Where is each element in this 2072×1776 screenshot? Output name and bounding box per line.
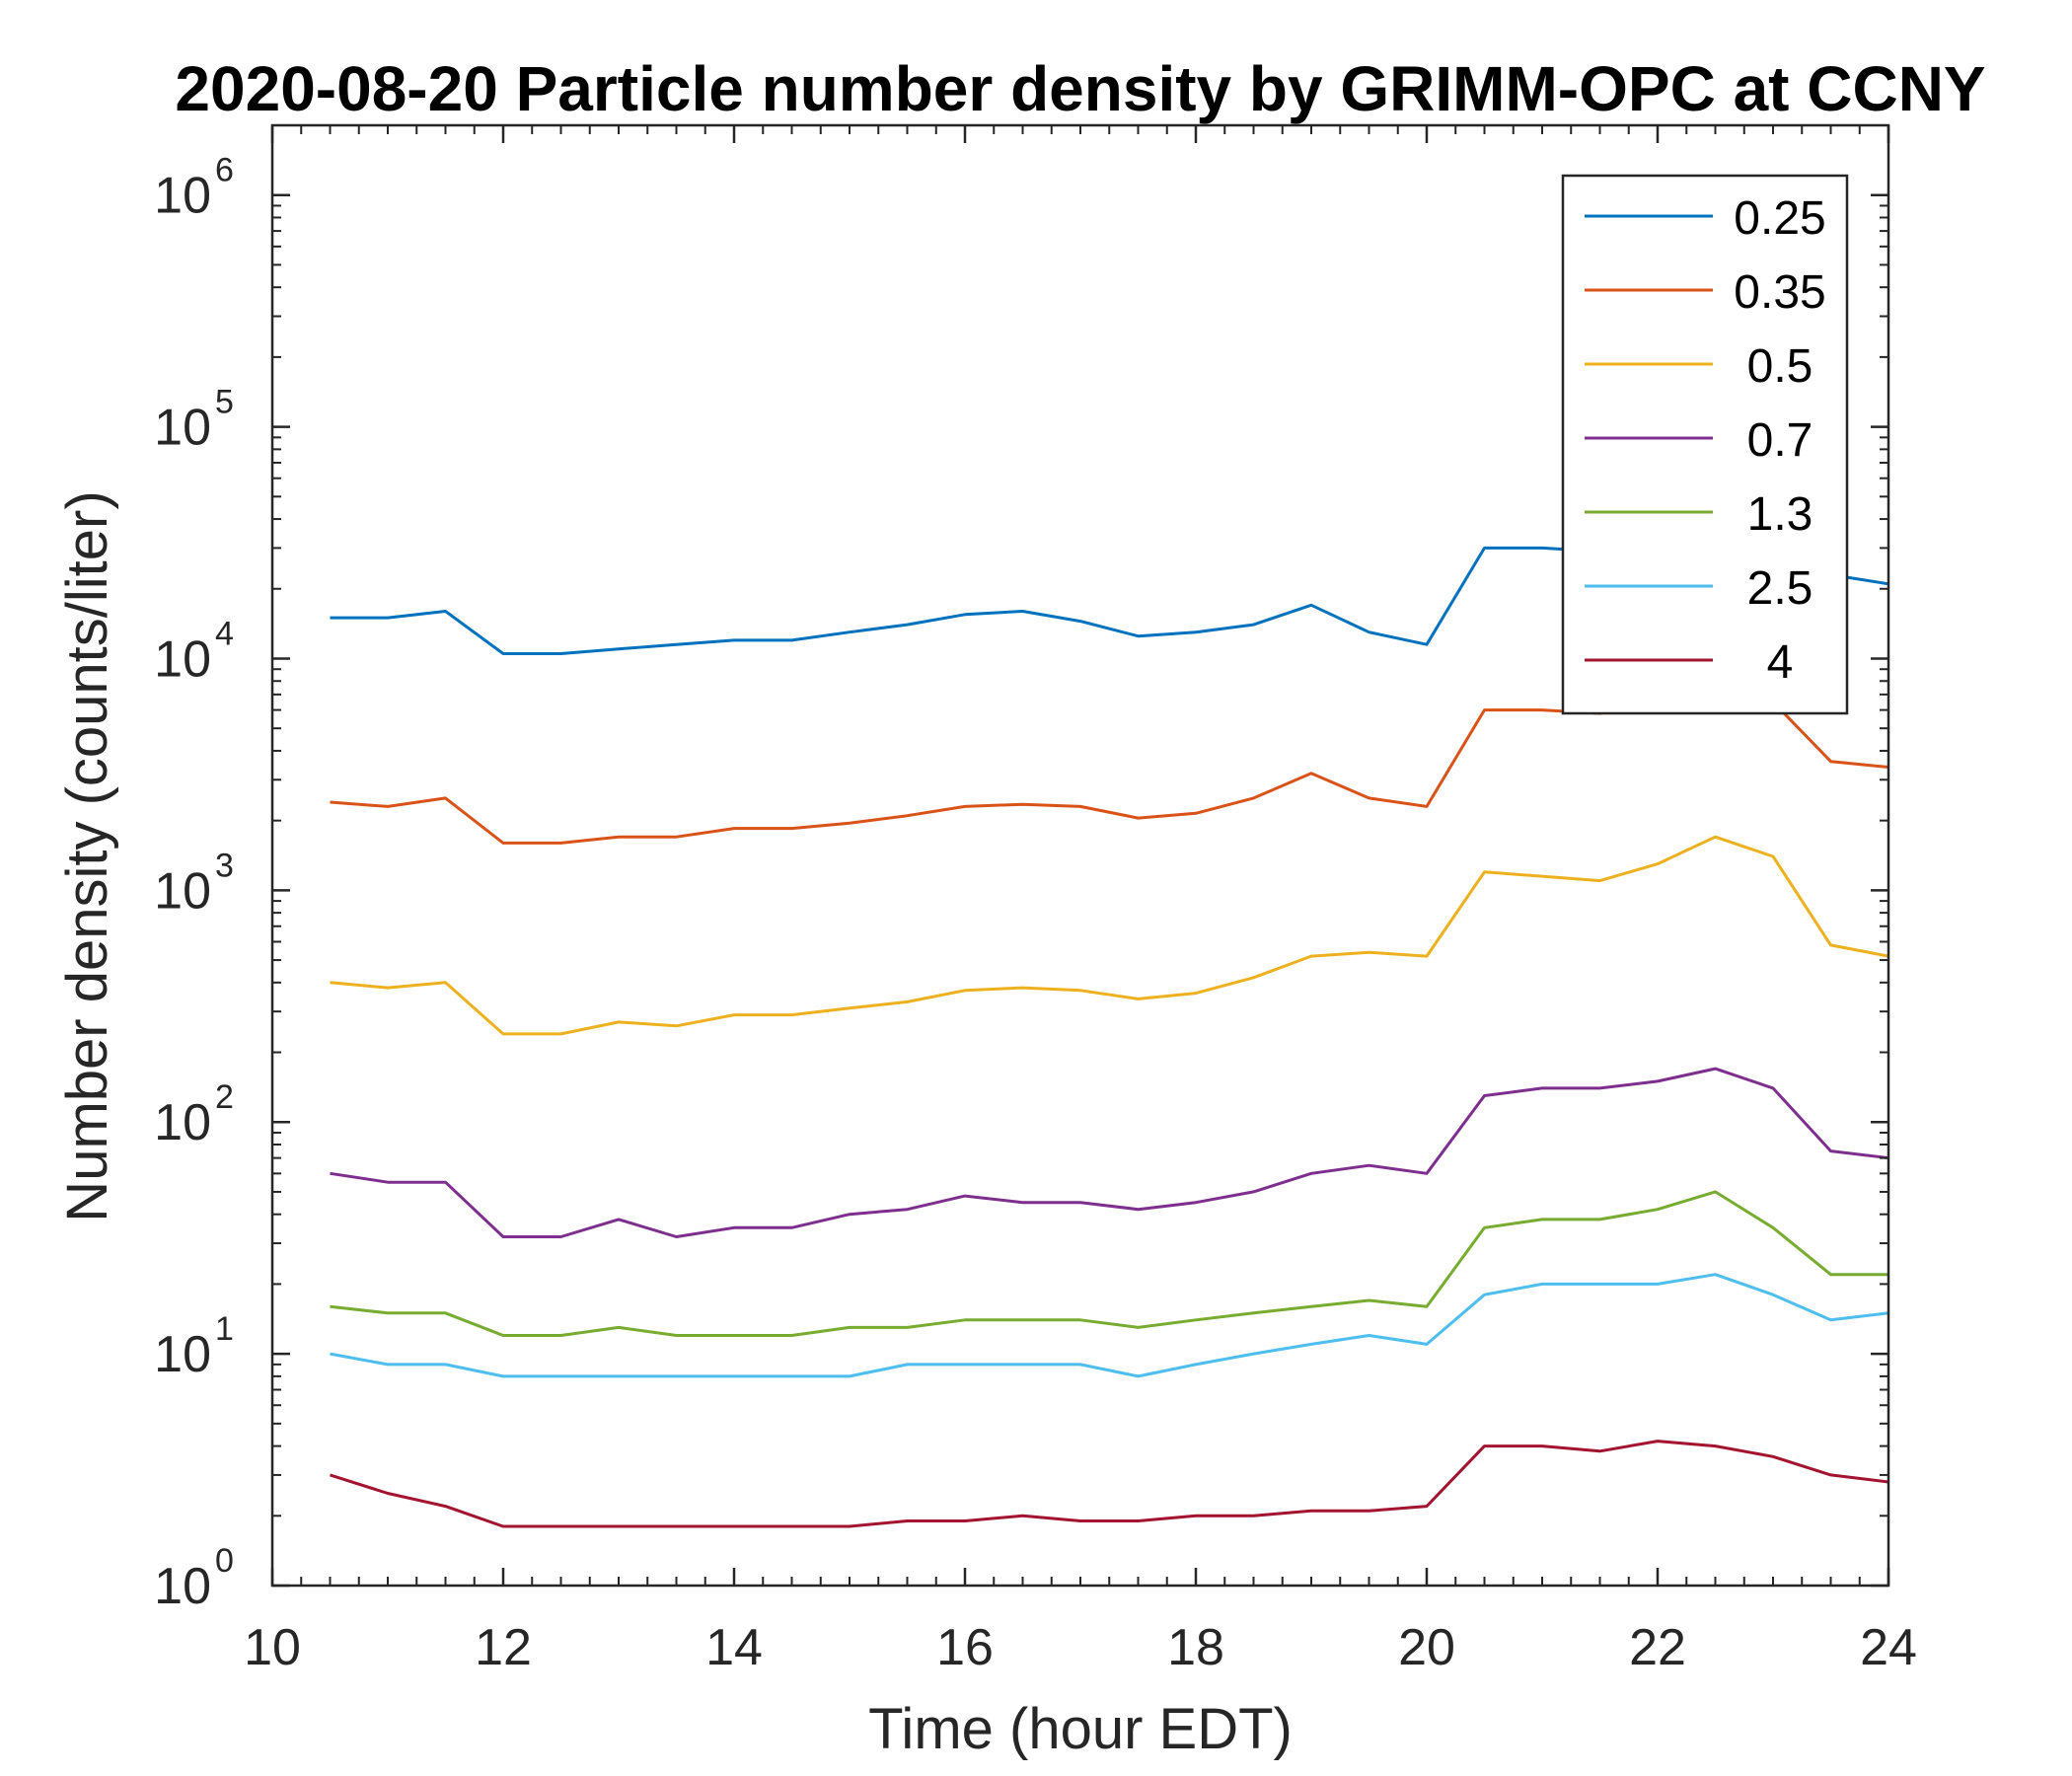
legend-label: 2.5 <box>1747 562 1813 615</box>
series-line-3 <box>330 1067 1889 1238</box>
x-tick-label: 22 <box>1629 1619 1686 1676</box>
x-tick-label: 12 <box>475 1619 532 1676</box>
y-tick-base: 10 <box>154 1094 211 1151</box>
x-tick-label: 16 <box>936 1619 994 1676</box>
series-line-6 <box>330 1440 1889 1528</box>
legend-label: 0.25 <box>1734 192 1825 245</box>
legend: 0.25 0.35 0.5 0.7 1.3 2.5 4 <box>1561 174 1849 715</box>
series-line-2 <box>330 835 1889 1036</box>
x-tick-label: 24 <box>1860 1619 1917 1676</box>
series-line-1 <box>330 693 1889 845</box>
x-tick-label: 10 <box>244 1619 301 1676</box>
y-tick-exponent: 3 <box>215 847 234 884</box>
y-tick-label: 10 1 <box>154 1310 234 1383</box>
y-axis-label: Number density (counts/liter) <box>55 490 119 1221</box>
x-tick-label: 18 <box>1167 1619 1224 1676</box>
x-axis: 10 12 14 16 18 20 22 24 <box>244 125 1917 1676</box>
y-tick-base: 10 <box>154 400 211 457</box>
y-tick-exponent: 4 <box>215 615 234 652</box>
legend-label: 0.7 <box>1747 414 1813 467</box>
y-tick-exponent: 6 <box>215 152 234 189</box>
legend-label: 4 <box>1767 636 1794 689</box>
y-tick-label: 10 6 <box>154 152 234 225</box>
y-tick-exponent: 2 <box>215 1078 234 1116</box>
y-tick-base: 10 <box>154 1558 211 1615</box>
y-tick-base: 10 <box>154 630 211 688</box>
y-tick-label: 10 2 <box>154 1078 234 1151</box>
y-tick-label: 10 4 <box>154 615 234 688</box>
series-line-4 <box>330 1190 1888 1337</box>
legend-label: 1.3 <box>1747 488 1813 541</box>
x-axis-label: Time (hour EDT) <box>868 1697 1293 1761</box>
y-tick-exponent: 0 <box>215 1542 234 1580</box>
y-tick-base: 10 <box>154 862 211 920</box>
plot-area <box>330 546 1889 1528</box>
y-tick-base: 10 <box>154 168 211 225</box>
y-tick-label: 10 5 <box>154 384 234 457</box>
chart-title: 2020-08-20 Particle number density by GR… <box>175 53 1985 124</box>
x-tick-label: 14 <box>705 1619 763 1676</box>
y-tick-exponent: 1 <box>215 1310 234 1348</box>
y-tick-exponent: 5 <box>215 384 234 421</box>
legend-label: 0.35 <box>1734 266 1825 319</box>
y-tick-label: 10 0 <box>154 1542 234 1615</box>
legend-label: 0.5 <box>1747 340 1813 393</box>
legend-box <box>1561 174 1849 715</box>
y-tick-base: 10 <box>154 1326 211 1383</box>
y-tick-label: 10 3 <box>154 847 234 920</box>
x-tick-label: 20 <box>1398 1619 1455 1676</box>
series-line-5 <box>330 1273 1889 1378</box>
